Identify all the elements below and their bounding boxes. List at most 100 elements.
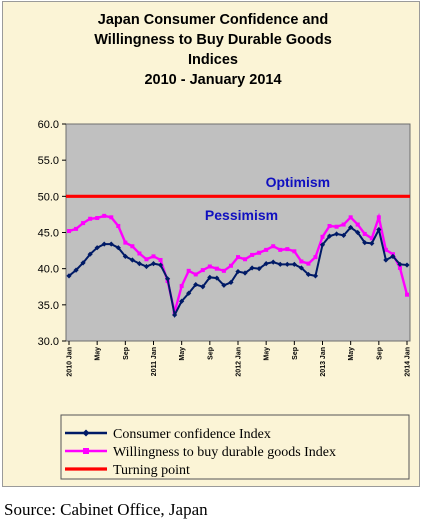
confidence-point — [270, 259, 276, 265]
confidence-point — [376, 227, 382, 233]
willingness-point — [200, 268, 205, 273]
confidence-point — [298, 265, 304, 271]
willingness-point — [207, 264, 212, 269]
willingness-point — [67, 229, 71, 234]
willingness-point — [88, 216, 93, 221]
willingness-point — [405, 292, 409, 297]
willingness-point — [186, 268, 191, 273]
confidence-point — [179, 298, 185, 304]
x-axis: 2010 Jan May Sep 2011 Jan May Sep 2012 Jan May S… — [67, 341, 412, 377]
confidence-point — [207, 274, 213, 280]
willingness-point — [299, 259, 304, 264]
legend-label: Willingness to buy durable goods Index — [113, 445, 336, 460]
confidence-point — [397, 261, 403, 267]
x-tick-label: May — [179, 347, 186, 361]
plot-area — [65, 123, 411, 342]
willingness-point — [376, 215, 381, 220]
source-note: Source: Cabinet Office, Japan — [4, 500, 208, 519]
legend-box — [60, 414, 410, 480]
willingness-point — [109, 215, 114, 220]
willingness-point — [355, 222, 360, 227]
willingness-point — [214, 266, 219, 271]
willingness-point — [243, 257, 248, 262]
chart-title-line-3: Indices — [188, 52, 238, 68]
x-tick-label: 2013 Jan — [320, 347, 327, 377]
chart-frame: Japan Consumer Confidence and Willingnes… — [2, 1, 420, 487]
confidence-point — [228, 279, 234, 286]
chart-title-line-4: 2010 - January 2014 — [144, 72, 281, 88]
legend: Consumer confidence Index Willingness to … — [60, 414, 410, 480]
willingness-point — [285, 247, 290, 252]
chart-title-line-2: Willingness to Buy Durable Goods — [94, 32, 332, 48]
x-tick-label: 2014 Jan — [405, 347, 412, 377]
x-tick-label: May — [95, 347, 102, 361]
y-tick-label: 40.0 — [38, 264, 59, 276]
confidence-point — [284, 261, 290, 267]
confidence-point — [221, 282, 227, 288]
y-tick-label: 50.0 — [38, 191, 59, 203]
y-tick-label: 30.0 — [38, 336, 59, 348]
y-tick-label: 60.0 — [38, 119, 59, 131]
confidence-point — [66, 273, 72, 279]
willingness-point — [236, 255, 240, 260]
willingness-point — [137, 251, 142, 256]
confidence-point — [263, 261, 269, 267]
confidence-point — [164, 276, 171, 282]
legend-label: Turning point — [113, 463, 190, 478]
legend-item-consumer-confidence: Consumer confidence Index — [65, 427, 271, 442]
legend-marker-square — [83, 448, 89, 454]
confidence-point — [200, 284, 206, 290]
willingness-point — [362, 231, 367, 236]
confidence-point — [319, 242, 326, 248]
confidence-point — [172, 312, 178, 318]
willingness-point — [221, 268, 226, 273]
confidence-point — [101, 241, 107, 247]
willingness-point — [341, 222, 346, 227]
confidence-point — [129, 257, 135, 263]
x-tick-label: Sep — [123, 347, 130, 360]
y-tick-label: 35.0 — [38, 300, 59, 312]
confidence-point — [80, 260, 86, 266]
legend-label: Consumer confidence Index — [113, 427, 271, 442]
confidence-point — [326, 233, 333, 239]
willingness-point — [257, 250, 262, 255]
confidence-point — [333, 231, 340, 237]
x-tick-label: 2012 Jan — [236, 347, 243, 377]
willingness-point — [334, 224, 339, 229]
y-tick-label: 55.0 — [38, 155, 59, 167]
x-tick-label: Sep — [292, 347, 299, 360]
confidence-point — [341, 232, 347, 238]
confidence-point — [136, 261, 143, 267]
confidence-point — [94, 245, 100, 251]
confidence-point — [108, 241, 114, 247]
willingness-point — [151, 254, 156, 259]
legend-marker-diamond — [82, 429, 90, 437]
willingness-point — [271, 244, 276, 249]
willingness-point — [144, 257, 149, 262]
confidence-point — [404, 262, 410, 268]
willingness-point — [313, 255, 318, 260]
x-tick-label: May — [264, 347, 271, 361]
willingness-point — [123, 240, 128, 245]
chart-title: Japan Consumer Confidence and Willingnes… — [94, 12, 332, 88]
chart-title-line-1: Japan Consumer Confidence and — [98, 12, 328, 28]
willingness-point — [130, 244, 135, 249]
confidence-point — [157, 262, 164, 268]
willingness-point — [397, 265, 402, 270]
confidence-point — [143, 263, 150, 270]
legend-item-turning-point: Turning point — [65, 463, 190, 478]
x-tick-label: May — [348, 347, 355, 361]
x-tick-label: Sep — [207, 347, 214, 360]
confidence-point — [369, 240, 375, 246]
willingness-point — [250, 252, 255, 257]
willingness-point — [158, 257, 163, 262]
confidence-point — [312, 273, 319, 279]
confidence-point — [383, 257, 389, 263]
willingness-point — [179, 284, 184, 289]
confidence-point — [256, 266, 262, 272]
willingness-point — [95, 216, 100, 221]
willingness-point — [193, 272, 198, 277]
confidence-point — [186, 290, 192, 296]
confidence-point — [355, 229, 361, 236]
confidence-point — [73, 267, 79, 273]
